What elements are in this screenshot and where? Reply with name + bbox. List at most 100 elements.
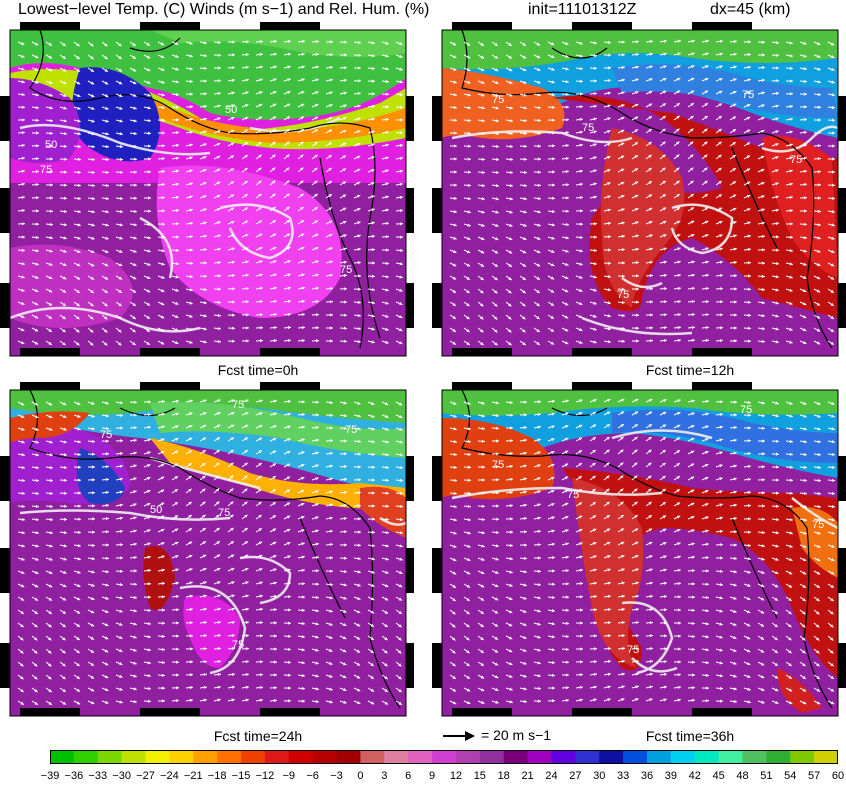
wind-arrow-head: [607, 235, 611, 239]
wind-arrow-head: [663, 326, 667, 330]
wind-arrow-head: [399, 182, 403, 186]
wind-arrow-head: [691, 582, 695, 586]
wind-arrow-head: [273, 52, 277, 56]
wind-arrow-head: [77, 236, 81, 240]
wind-arrow-head: [287, 634, 291, 638]
wind-arrow-head: [481, 491, 485, 495]
wind-arrow-head: [35, 131, 39, 135]
wind-arrow-head: [202, 450, 206, 454]
wind-arrow-head: [789, 41, 793, 45]
map-panel-24h-svg: 75 75 50 75 75 75: [0, 382, 414, 717]
wind-arrow-head: [803, 478, 807, 482]
wind-arrow-head: [495, 413, 499, 418]
wind-arrow-head: [789, 491, 793, 495]
wind-arrow-head: [217, 287, 221, 291]
wind-arrow-head: [551, 425, 555, 429]
wind-arrow-head: [105, 596, 109, 600]
wind-arrow-head: [161, 673, 165, 677]
wind-arrow-head: [244, 155, 248, 159]
wind-arrow-head: [20, 676, 24, 680]
wind-arrow-head: [761, 208, 765, 212]
wind-arrow-head: [105, 223, 109, 227]
wind-arrow-head: [705, 582, 709, 586]
wind-arrow-head: [63, 196, 67, 200]
wind-arrow-head: [287, 299, 291, 303]
wind-arrow-head: [803, 236, 807, 240]
wind-arrow-head: [480, 584, 485, 588]
wind-arrow-head: [231, 685, 235, 689]
wind-arrow-head: [244, 541, 248, 545]
wind-arrow-head: [399, 92, 403, 97]
wind-arrow-head: [328, 116, 333, 120]
wind-arrow-head: [676, 103, 680, 107]
wind-arrow-head: [189, 117, 193, 122]
wind-arrow-head: [147, 529, 151, 533]
wind-arrow-head: [245, 286, 249, 291]
wind-arrow-head: [105, 439, 109, 443]
wind-arrow-head: [719, 39, 723, 43]
wind-arrow-head: [329, 104, 333, 108]
wind-arrow-head: [705, 516, 709, 520]
wind-arrow-head: [258, 141, 262, 146]
wind-arrow-head: [579, 568, 583, 572]
wind-arrow-head: [272, 129, 276, 133]
wind-arrow-head: [481, 119, 485, 123]
wind-arrow-head: [719, 490, 723, 494]
wind-arrow-head: [747, 326, 751, 330]
wind-arrow-head: [357, 556, 361, 561]
wind-arrow-head: [161, 235, 165, 239]
wind-arrow-head: [119, 157, 123, 161]
wind-arrow-head: [160, 489, 165, 493]
wind-arrow-head: [719, 65, 723, 69]
wind-arrow-head: [690, 103, 694, 107]
wind-arrow-head: [663, 608, 667, 612]
wind-arrow-head: [328, 207, 333, 211]
wind-arrow-head: [523, 170, 527, 174]
wind-arrow-head: [343, 543, 347, 547]
wind-arrow-head: [607, 221, 611, 225]
wind-arrow-head: [259, 40, 263, 44]
wind-arrow-head: [481, 571, 485, 575]
wind-arrow-head: [399, 131, 403, 135]
wind-arrow-head: [245, 313, 249, 317]
wind-arrow-head: [551, 196, 555, 200]
wind-arrow-head: [775, 156, 779, 160]
wind-arrow-head: [258, 501, 262, 505]
wind-arrow-head: [35, 183, 39, 187]
wind-arrow-head: [230, 142, 235, 146]
wind-arrow-head: [789, 544, 793, 548]
wind-arrow-head: [133, 464, 137, 468]
wind-arrow-head: [385, 570, 389, 574]
wind-arrow-head: [620, 181, 625, 185]
wind-arrow-head: [467, 118, 471, 123]
wind-arrow-head: [775, 327, 779, 331]
wind-arrow-head: [77, 94, 81, 98]
wind-arrow-head: [189, 105, 193, 109]
wind-arrow-head: [133, 236, 137, 240]
wind-arrow-head: [21, 465, 25, 470]
wind-arrow-head: [579, 182, 583, 186]
wind-arrow-head: [677, 234, 681, 238]
wind-arrow-head: [63, 414, 67, 418]
wind-arrow-head: [119, 596, 123, 600]
wind-arrow-head: [105, 609, 109, 613]
wind-arrow-head: [676, 194, 680, 198]
wind-arrow-head: [63, 144, 67, 148]
wind-arrow-head: [620, 528, 625, 532]
wind-arrow-head: [161, 289, 165, 292]
wind-arrow-head: [509, 157, 513, 161]
wind-arrow-head: [537, 210, 541, 214]
wind-arrow-head: [189, 143, 193, 147]
wind-arrow-head: [217, 117, 221, 121]
wind-arrow-head: [593, 130, 597, 134]
wind-arrow-head: [343, 426, 347, 430]
wind-arrow-head: [343, 490, 347, 494]
wind-arrow-head: [300, 220, 304, 224]
map-panel-0h-svg: 50 75 75 50: [0, 18, 414, 358]
wind-arrow-head: [718, 154, 722, 158]
wind-arrow-head: [189, 221, 193, 225]
wind-arrow-head: [606, 488, 610, 492]
wind-arrow-head: [789, 209, 793, 213]
wind-arrow-head: [63, 517, 67, 521]
wind-arrow-head: [62, 623, 66, 628]
